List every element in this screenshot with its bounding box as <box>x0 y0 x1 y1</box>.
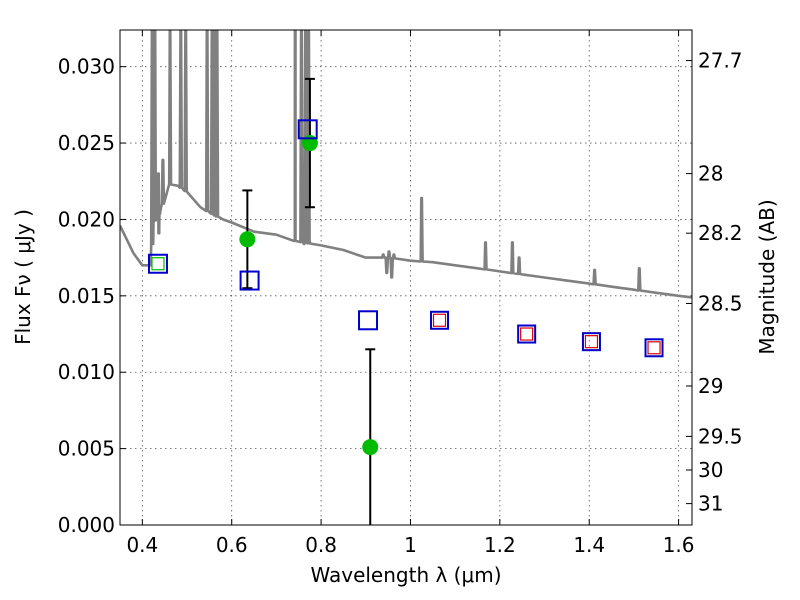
y-tick-label: 0.025 <box>58 131 115 155</box>
y2-tick-label: 27.7 <box>698 49 743 73</box>
photometry-points <box>147 77 664 525</box>
y-tick-label: 0.030 <box>58 55 115 79</box>
x-tick-label: 0.8 <box>305 533 337 557</box>
x-tick-label: 1.2 <box>484 533 516 557</box>
x-tick-label: 0.4 <box>126 533 158 557</box>
model-box-inner <box>647 341 661 355</box>
spectrum-line <box>120 30 692 299</box>
y-tick-label: 0.010 <box>58 360 115 384</box>
y2-axis-ticks: 27.7 28 28.2 28.5 29 29.5 30 31 <box>686 49 743 516</box>
y2-tick-label: 30 <box>698 458 723 482</box>
y2-tick-label: 28.5 <box>698 291 743 315</box>
plot-frame <box>119 29 693 526</box>
y-tick-label: 0.020 <box>58 207 115 231</box>
model-box-inner <box>520 327 534 341</box>
spectrum-group <box>120 30 692 299</box>
y-tick-label: 0.015 <box>58 284 115 308</box>
model-box <box>358 310 379 331</box>
model-box <box>644 338 664 358</box>
y2-tick-label: 28 <box>698 162 723 186</box>
model-box-inner <box>584 335 599 349</box>
model-box <box>239 270 260 291</box>
model-box <box>581 332 601 352</box>
model-spectrum <box>120 30 692 299</box>
model-box <box>517 324 537 344</box>
model-box <box>430 310 450 330</box>
y2-axis-label: Magnitude (AB) <box>755 199 779 354</box>
model-box <box>147 253 168 274</box>
x-tick-label: 0.6 <box>216 533 248 557</box>
y2-tick-label: 28.2 <box>698 221 743 245</box>
y2-tick-label: 31 <box>698 492 723 516</box>
model-box-inner <box>432 313 447 327</box>
y2-tick-label: 29 <box>698 374 723 398</box>
model-box <box>297 119 318 140</box>
model-box-inner-green <box>151 257 165 271</box>
x-axis-label: Wavelength λ (μm) <box>310 563 501 587</box>
x-tick-label: 1 <box>404 533 417 557</box>
x-tick-label: 1.6 <box>663 533 695 557</box>
y-tick-label: 0.000 <box>58 513 115 537</box>
x-axis-ticks: 0.4 0.6 0.8 1 1.2 1.4 1.6 <box>126 30 695 557</box>
y2-tick-label: 29.5 <box>698 424 743 448</box>
y-axis-label: Flux Fν ( μJy ) <box>11 209 35 345</box>
y-axis-ticks: 0.000 0.005 0.010 0.015 0.020 0.025 0.030 <box>58 55 126 537</box>
observed-point <box>362 439 379 456</box>
y-tick-label: 0.005 <box>58 437 115 461</box>
observed-point <box>239 231 256 248</box>
x-tick-label: 1.4 <box>573 533 605 557</box>
